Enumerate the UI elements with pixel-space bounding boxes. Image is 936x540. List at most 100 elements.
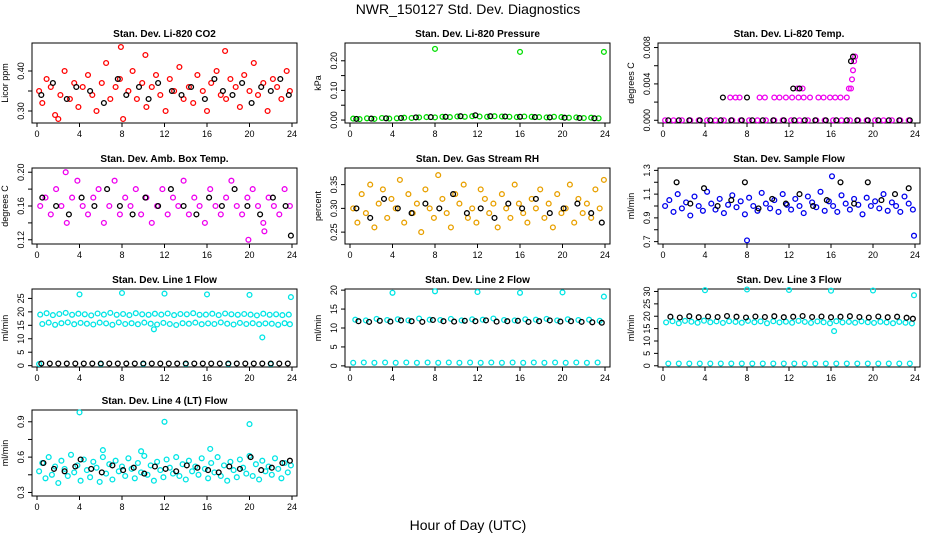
data-point-green	[371, 115, 378, 122]
data-point-cyan	[183, 311, 190, 318]
data-point-cyan	[64, 319, 71, 326]
data-point-orange	[401, 219, 408, 226]
y-tick-label: 1.3	[642, 164, 652, 177]
data-point-black	[856, 313, 863, 321]
data-point-orange	[452, 191, 459, 198]
data-point-magenta	[185, 211, 192, 218]
data-point-cyan	[222, 310, 229, 317]
data-point-black	[700, 185, 708, 192]
data-point-cyan	[384, 316, 391, 324]
data-point-black	[546, 317, 553, 324]
x-tick-label: 4	[77, 373, 82, 383]
data-point-black	[894, 313, 901, 320]
data-point-cyan	[543, 315, 550, 322]
data-point-magenta	[261, 228, 268, 235]
data-point-cyan	[45, 319, 52, 326]
data-point-cyan	[202, 311, 209, 318]
data-point-magenta	[249, 186, 256, 193]
x-tick-label: 16	[202, 502, 212, 512]
data-point-magenta	[260, 219, 267, 226]
data-point-magenta	[799, 85, 806, 92]
data-point-magenta	[795, 94, 802, 101]
data-point-cyan	[185, 457, 192, 464]
plot-frame	[31, 167, 298, 245]
x-tick-label: 24	[600, 129, 610, 139]
data-point-cyan	[852, 319, 859, 326]
data-point-black	[686, 313, 693, 320]
data-point-magenta	[789, 94, 796, 101]
data-point-cyan	[125, 455, 132, 462]
x-tick-label: 12	[159, 250, 169, 260]
x-tick-label: 4	[390, 373, 395, 383]
data-point-magenta	[662, 117, 669, 124]
data-point-black	[100, 99, 107, 107]
data-point-orange	[422, 186, 429, 193]
data-point-black	[875, 313, 882, 320]
x-tick-label: 20	[868, 250, 878, 260]
data-point-black	[427, 114, 434, 121]
x-tick-label: 8	[744, 129, 749, 139]
data-point-black	[129, 211, 136, 218]
data-point-black	[696, 117, 703, 124]
data-point-black	[591, 115, 598, 122]
x-tick-label: 24	[600, 373, 610, 383]
data-point-black	[269, 194, 276, 201]
data-point-cyan	[81, 311, 88, 318]
data-point-cyan	[281, 459, 288, 467]
data-point-black	[440, 318, 447, 325]
panel-5: Stan. Dev. Gas Stream RH percent 0 4 8 12 16 20…	[313, 154, 611, 260]
data-point-blue	[783, 201, 790, 208]
data-point-green	[528, 113, 535, 120]
data-point-orange	[600, 176, 607, 183]
data-point-cyan	[131, 475, 138, 482]
data-point-black	[88, 465, 95, 472]
data-point-black	[145, 95, 152, 103]
data-point-cyan	[594, 359, 601, 366]
data-point-cyan	[141, 452, 148, 459]
x-tick-label: 24	[287, 129, 297, 139]
data-point-black	[236, 465, 243, 472]
data-point-green	[588, 114, 595, 121]
data-point-black	[46, 360, 53, 367]
data-point-cyan	[743, 286, 751, 293]
panel-10: Stan. Dev. Line 4 (LT) Flow ml/min 0 4 8 12 16…	[0, 396, 298, 512]
data-point-cyan	[839, 319, 846, 326]
data-point-blue	[893, 202, 900, 210]
data-point-magenta	[276, 211, 283, 218]
data-point-black	[194, 464, 201, 471]
x-tick-label: 0	[34, 502, 39, 512]
x-tick-label: 12	[472, 129, 482, 139]
data-point-cyan	[885, 360, 892, 367]
data-point-cyan	[164, 310, 171, 317]
y-tick-label: 0.20	[16, 163, 26, 181]
data-point-black	[728, 117, 735, 124]
data-point-black	[140, 360, 147, 367]
data-point-cyan	[759, 360, 766, 367]
data-point-black	[72, 360, 79, 367]
data-point-cyan	[58, 457, 65, 464]
data-point-cyan	[224, 320, 231, 327]
data-point-cyan	[103, 320, 110, 327]
data-point-blue	[691, 193, 698, 200]
data-point-magenta	[228, 177, 235, 184]
data-point-magenta	[704, 117, 711, 124]
data-point-black	[505, 200, 512, 207]
panel-title: Stan. Dev. Line 1 Flow	[112, 275, 217, 286]
data-point-black	[742, 314, 750, 321]
x-tick-label: 4	[77, 502, 82, 512]
data-point-blue	[888, 199, 895, 206]
data-point-orange	[375, 200, 382, 207]
x-tick-label: 0	[347, 373, 352, 383]
data-point-cyan	[675, 360, 682, 367]
data-point-cyan	[845, 318, 852, 325]
y-axis-label: Licor ppm	[0, 63, 10, 103]
data-point-black	[87, 87, 94, 95]
data-point-magenta	[872, 117, 879, 124]
data-point-red	[157, 91, 164, 99]
data-point-black	[141, 470, 148, 477]
data-point-black	[436, 205, 443, 212]
data-point-black	[884, 314, 891, 321]
data-point-magenta	[191, 194, 198, 201]
data-point-black	[284, 360, 291, 367]
data-point-cyan	[807, 319, 815, 326]
